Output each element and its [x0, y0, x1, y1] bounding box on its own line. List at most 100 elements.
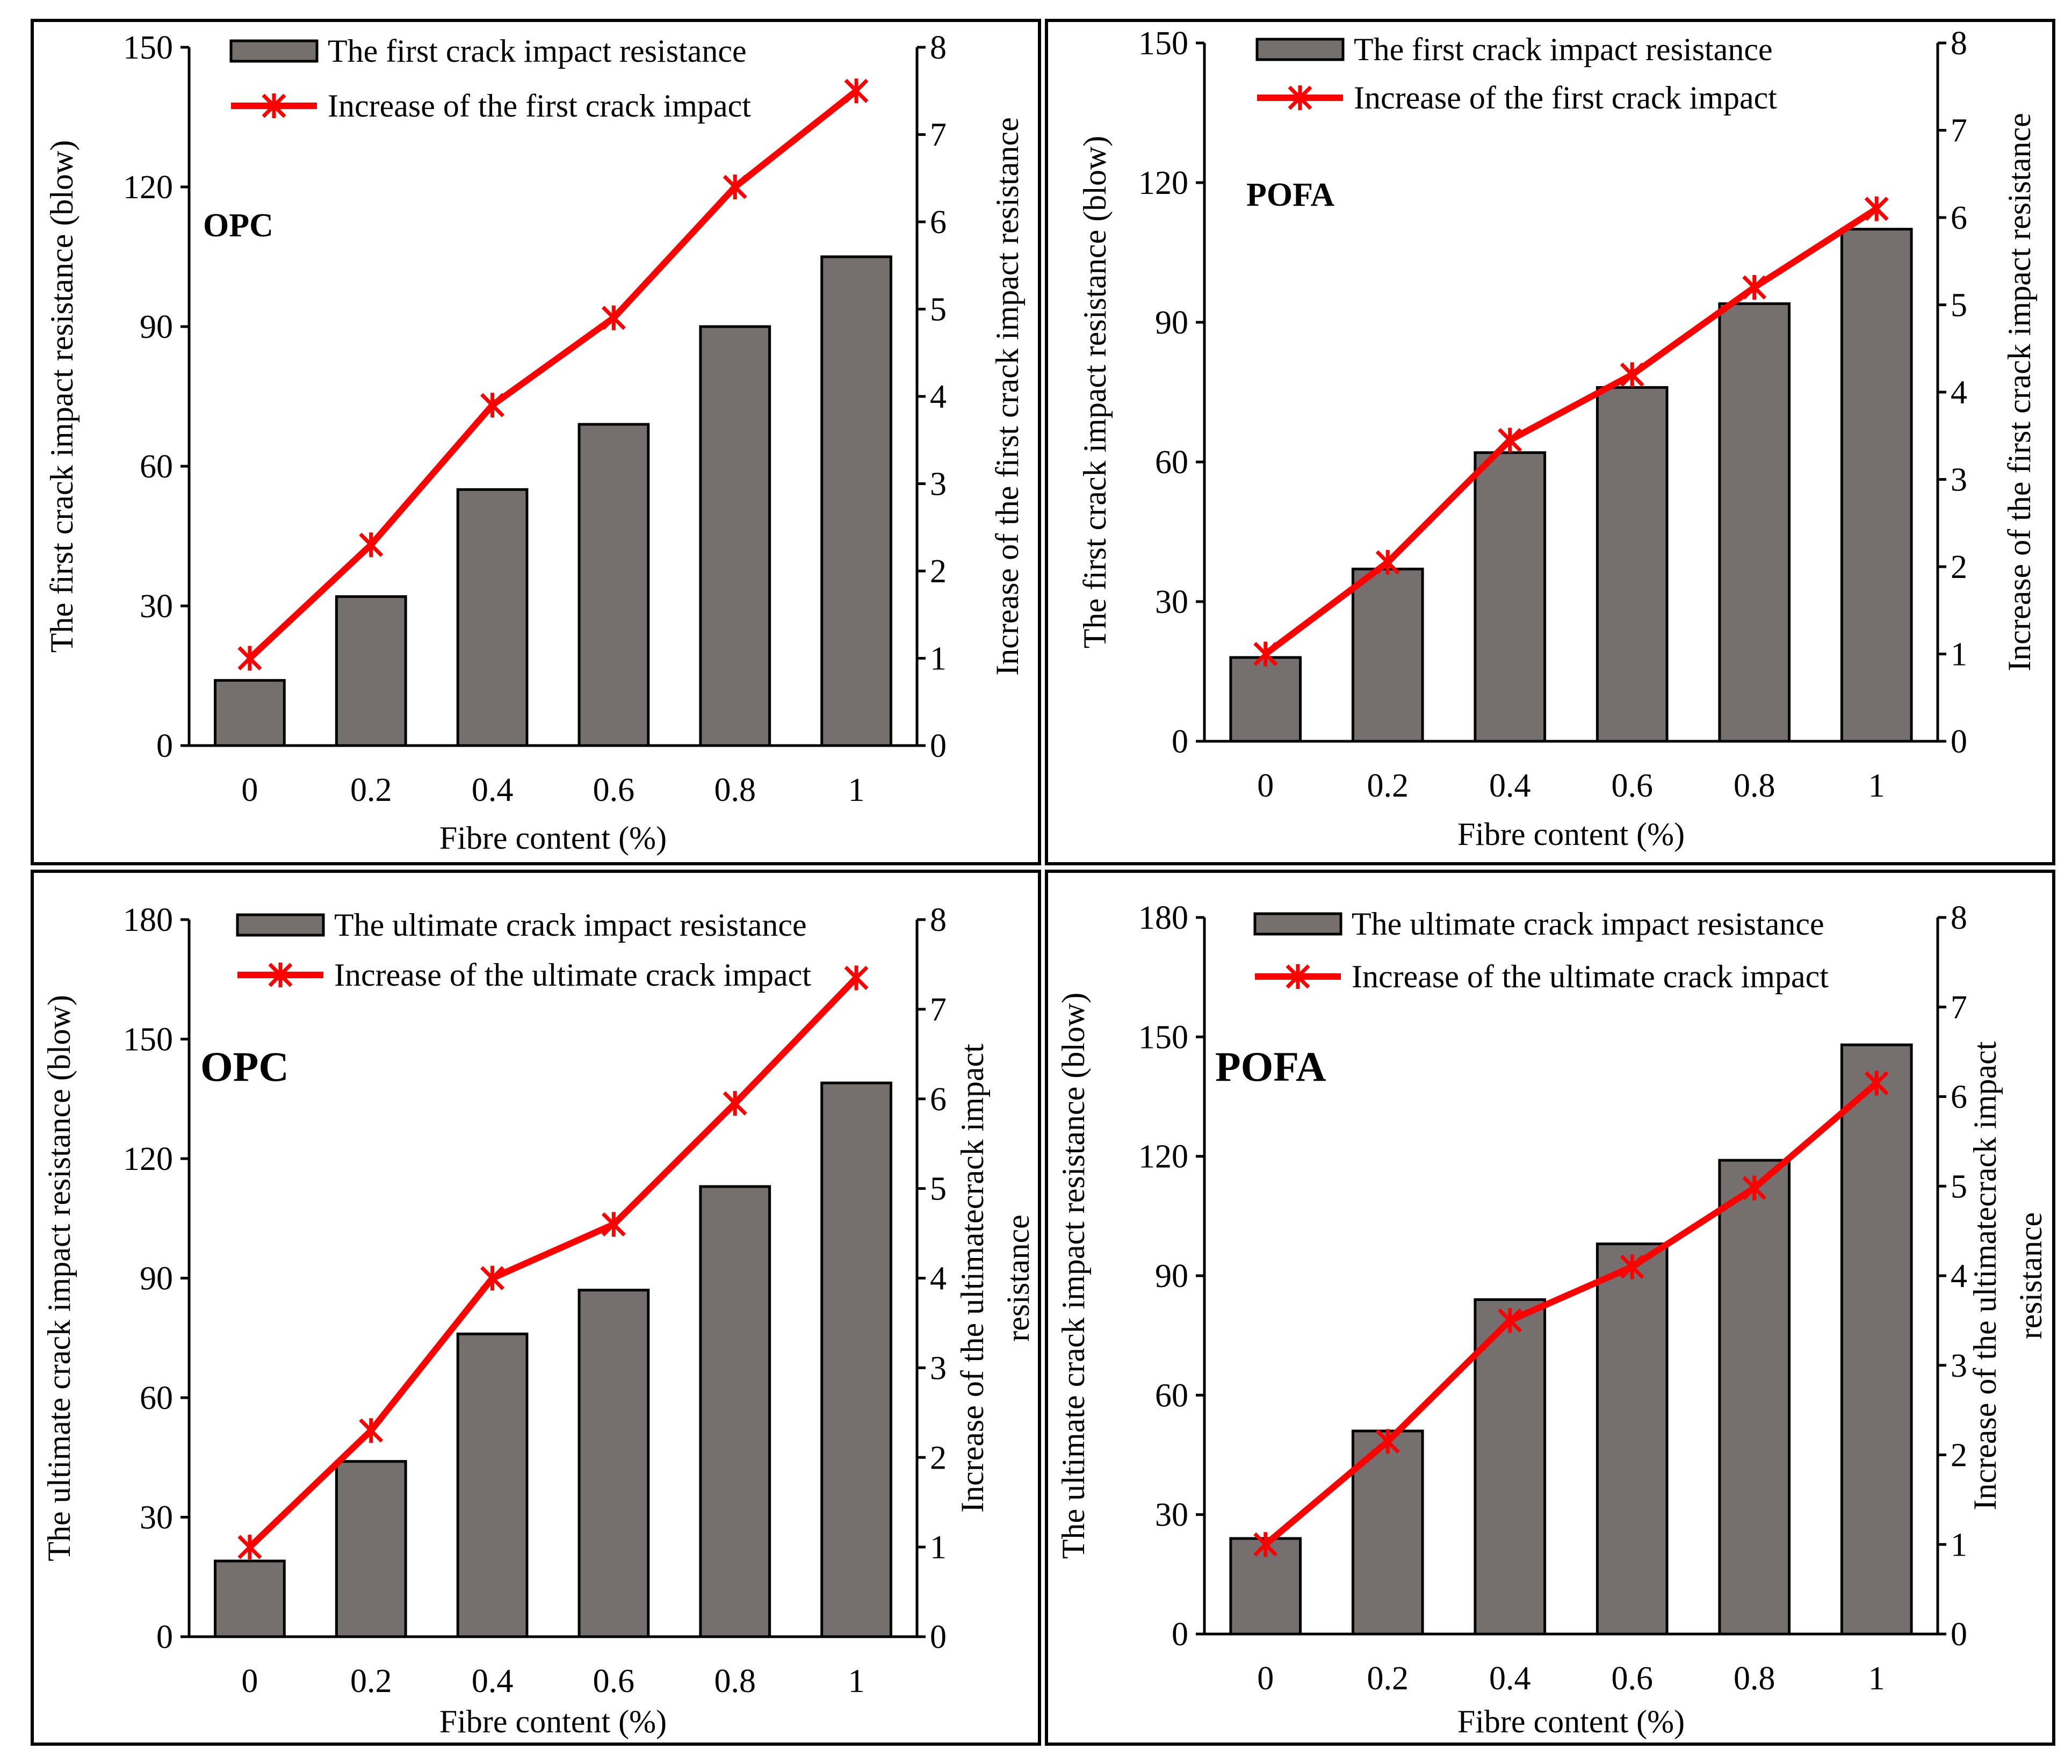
bar-0.8	[699, 325, 771, 747]
left-tick-label: 60	[1155, 444, 1188, 481]
line-point-0.2	[1375, 1429, 1400, 1454]
line-point-0	[1253, 1532, 1278, 1557]
bar-0.8	[1718, 1159, 1791, 1636]
panel-frame	[1045, 870, 2055, 1746]
bar-1	[820, 1081, 892, 1638]
series-line-increase	[247, 88, 858, 661]
right-tick-label: 3	[1951, 462, 1967, 498]
bar-0.6	[1595, 386, 1669, 743]
legend-line-marker	[262, 93, 286, 118]
legend-line-marker	[268, 963, 293, 987]
right-tick-label: 5	[930, 1171, 947, 1208]
line-point-1	[1864, 1071, 1889, 1096]
left-tick-label: 30	[140, 1500, 173, 1536]
line-point-0.2	[359, 1418, 384, 1443]
bar-0.6	[1595, 1242, 1669, 1636]
right-tick-label: 2	[930, 1440, 947, 1476]
right-axis-label: Increase of the ultimatecrack impact	[955, 1044, 990, 1513]
right-tick-label: 0	[930, 1619, 947, 1655]
left-tick-label: 60	[1155, 1377, 1188, 1414]
right-axis-label: Increase of the first crack impact resis…	[990, 117, 1025, 675]
bar-0	[214, 679, 286, 747]
right-tick-label: 5	[1951, 1168, 1967, 1205]
right-tick-label: 4	[1951, 374, 1967, 411]
left-axis-label: The ultimate crack impact resistance (bl…	[1056, 993, 1091, 1559]
x-tick-label: 0.6	[1612, 1660, 1654, 1697]
legend-line-label: Increase of the ultimate crack impact	[334, 957, 811, 993]
x-tick-label: 0	[1257, 768, 1274, 804]
left-tick-label: 90	[1155, 305, 1188, 341]
right-tick-label: 3	[930, 1350, 947, 1386]
bar-0.4	[1474, 1298, 1547, 1636]
line-point-0.8	[1742, 1175, 1767, 1201]
right-axis-label: resistance	[1000, 1214, 1036, 1342]
line-point-0	[237, 1535, 262, 1560]
right-axis-label: Increase of the first crack impact resis…	[2002, 113, 2037, 671]
legend-line-label: Increase of the ultimate crack impact	[1352, 959, 1829, 994]
right-tick-label: 0	[930, 728, 947, 764]
bar-0.4	[456, 1332, 529, 1638]
left-tick-label: 30	[1155, 584, 1188, 620]
legend-bar-label: The first crack impact resistance	[1354, 32, 1773, 67]
line-point-1	[844, 78, 869, 104]
bar-0.2	[335, 595, 407, 747]
bar-0.4	[456, 488, 529, 747]
x-tick-label: 1	[848, 772, 865, 808]
right-tick-label: 3	[930, 466, 947, 503]
x-tick-label: 0.6	[593, 1663, 635, 1700]
series-line-increase	[247, 975, 859, 1550]
bar-0.2	[335, 1460, 407, 1638]
left-tick-label: 90	[140, 1261, 173, 1297]
left-axis-label: The first crack impact resistance (blow)	[1077, 136, 1113, 649]
left-tick-label: 0	[1172, 1616, 1188, 1653]
bar-0.2	[1351, 567, 1424, 743]
line-point-0.4	[1498, 428, 1522, 453]
line-point-1	[844, 965, 869, 991]
x-axis-label: Fibre content (%)	[1457, 816, 1685, 852]
panel-frame	[31, 19, 1041, 865]
line-point-1	[1864, 196, 1889, 221]
right-tick-label: 8	[1951, 25, 1967, 62]
left-tick-label: 0	[156, 1619, 173, 1655]
x-tick-label: 0	[1257, 1660, 1274, 1697]
legend-bar-swatch	[236, 913, 325, 937]
x-tick-label: 0.4	[472, 772, 514, 808]
left-axis-label: The first crack impact resistance (blow)	[44, 140, 80, 653]
panel-label: POFA	[1246, 177, 1334, 213]
right-tick-label: 0	[1951, 724, 1967, 760]
line-point-0.2	[359, 532, 384, 558]
line-point-0.4	[480, 1266, 505, 1291]
x-tick-label: 0.4	[1489, 1660, 1531, 1697]
left-tick-label: 150	[123, 1022, 173, 1058]
right-tick-label: 0	[1951, 1616, 1967, 1653]
x-tick-label: 0.4	[472, 1663, 514, 1700]
right-tick-label: 2	[1951, 1437, 1967, 1474]
right-tick-label: 1	[1951, 637, 1967, 673]
x-tick-label: 0.2	[1367, 1660, 1409, 1697]
legend-bar-swatch	[1255, 38, 1345, 61]
right-tick-label: 6	[1951, 200, 1967, 236]
left-tick-label: 120	[123, 1141, 173, 1177]
panel-frame	[1045, 19, 2055, 865]
x-tick-label: 0.2	[1367, 768, 1409, 804]
right-tick-label: 2	[930, 553, 947, 590]
left-tick-label: 120	[123, 169, 173, 206]
x-tick-label: 0.8	[714, 772, 756, 808]
line-point-0.4	[480, 393, 505, 418]
x-tick-label: 0.8	[1734, 768, 1775, 804]
left-tick-label: 30	[1155, 1497, 1188, 1534]
legend-line-label: Increase of the first crack impact	[1354, 80, 1777, 115]
left-tick-label: 150	[1138, 1019, 1188, 1055]
legend-line-label: Increase of the first crack impact	[328, 88, 751, 124]
panel-label: OPC	[200, 1043, 289, 1090]
left-tick-label: 60	[140, 449, 173, 485]
line-point-0.8	[1742, 275, 1767, 300]
x-tick-label: 0.4	[1489, 768, 1531, 804]
panel-label: POFA	[1215, 1043, 1326, 1090]
right-axis-label: resistance	[2013, 1212, 2048, 1340]
right-tick-label: 6	[930, 1081, 947, 1118]
bar-0.8	[699, 1185, 771, 1638]
legend-line-marker	[1288, 85, 1312, 110]
chart-panel-2: 0 30 60 90 120 150 0 1 2 3 4 5 6 7 8 0 0.2 0.4 0.6 0.8 1 Fibr…	[1045, 19, 2055, 865]
